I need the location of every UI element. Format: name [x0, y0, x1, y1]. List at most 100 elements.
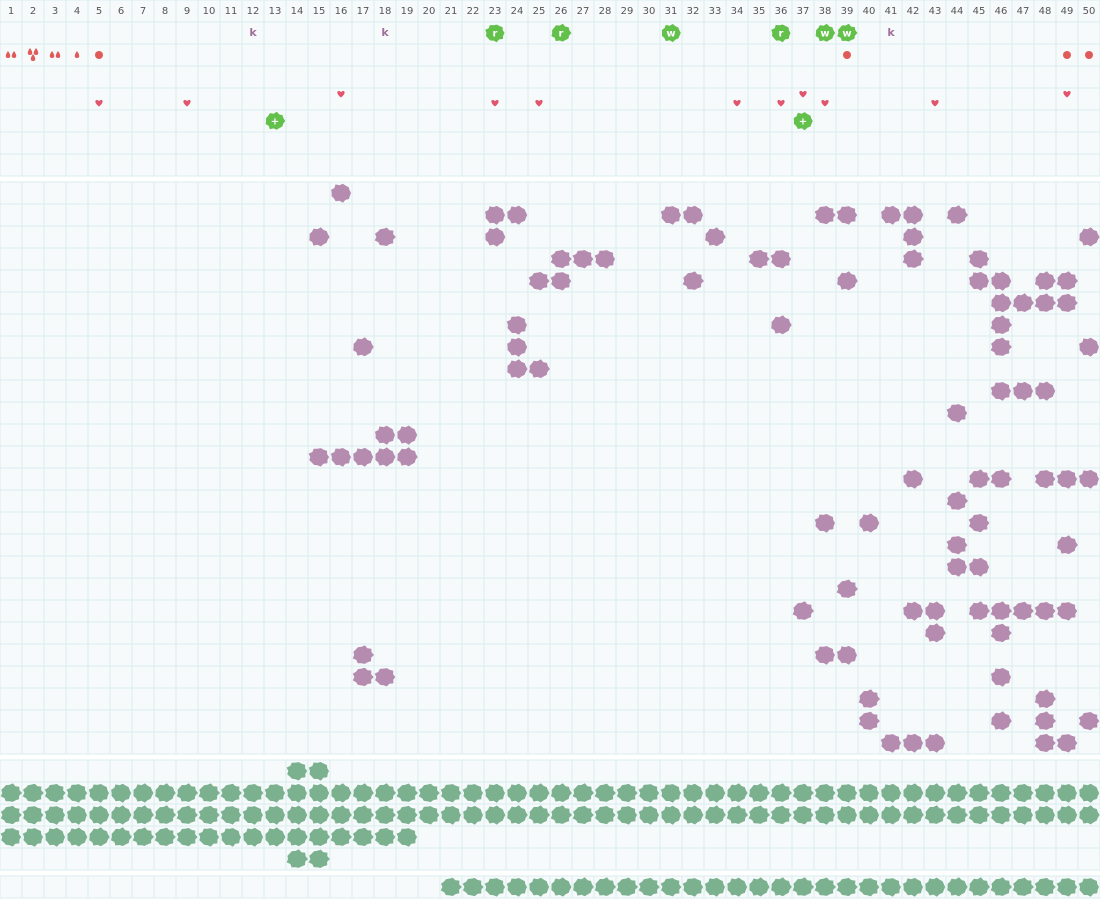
green-block [155, 783, 176, 803]
purple-block [330, 448, 351, 467]
purple-block [353, 337, 374, 357]
green-block [880, 878, 901, 897]
purple-block [771, 315, 792, 335]
green-block [727, 877, 748, 897]
purple-block [352, 667, 374, 687]
column-number: 28 [599, 6, 612, 17]
green-block [308, 849, 330, 868]
tile-label: r [559, 29, 564, 40]
green-block [374, 783, 396, 802]
purple-block [990, 601, 1012, 620]
tile-label: + [271, 117, 279, 128]
green-block [748, 783, 770, 802]
green-block [374, 828, 396, 847]
column-number: 33 [709, 6, 722, 17]
purple-block [903, 469, 924, 489]
green-block [705, 805, 726, 825]
green-block [110, 827, 132, 846]
green-block [396, 828, 418, 847]
green-tile [815, 23, 836, 42]
drop [74, 51, 80, 58]
column-number: 24 [511, 6, 524, 17]
dot [95, 51, 103, 59]
dot [843, 51, 851, 59]
drop [27, 48, 33, 55]
column-number: 39 [841, 6, 854, 17]
heart [821, 99, 829, 107]
purple-block [1079, 227, 1100, 247]
purple-block [682, 271, 704, 290]
green-tile [771, 24, 791, 43]
tile-label: w [666, 29, 675, 40]
green-block [462, 784, 483, 803]
green-block [1012, 806, 1033, 825]
letter-marker: k [887, 26, 895, 39]
green-tile [661, 24, 681, 43]
purple-block [968, 250, 990, 269]
heart [337, 90, 345, 98]
green-block [660, 784, 681, 803]
purple-block [594, 250, 615, 269]
green-block [485, 783, 505, 803]
heart [1063, 90, 1071, 98]
green-block [836, 784, 858, 803]
green-block [22, 828, 43, 847]
green-block [352, 805, 374, 824]
purple-block [968, 601, 990, 620]
green-tile [837, 23, 858, 42]
purple-block [1034, 293, 1056, 312]
green-block [903, 783, 924, 803]
green-block [1012, 877, 1034, 896]
purple-block [507, 337, 528, 357]
column-number: 37 [797, 6, 810, 17]
green-block [572, 783, 594, 802]
purple-block [814, 514, 835, 533]
purple-block [1056, 470, 1078, 489]
green-block [463, 805, 483, 825]
green-block [111, 805, 132, 825]
green-block [176, 828, 198, 847]
column-number: 1 [8, 6, 14, 17]
green-block [308, 762, 329, 781]
green-block [1056, 784, 1077, 803]
green-block [946, 783, 968, 802]
purple-block [903, 601, 923, 621]
green-block [881, 783, 902, 803]
column-number: 22 [467, 6, 480, 17]
purple-block [550, 272, 572, 291]
purple-block [353, 447, 374, 467]
tile-label: + [799, 117, 807, 128]
green-block [990, 783, 1012, 802]
purple-block [331, 183, 351, 203]
purple-block [946, 491, 968, 510]
column-number: 29 [621, 6, 634, 17]
purple-block [903, 205, 924, 225]
column-number: 41 [885, 6, 898, 17]
purple-block [925, 601, 946, 621]
green-block [836, 805, 857, 825]
purple-block [308, 448, 330, 467]
purple-block [1034, 733, 1056, 753]
column-number: 21 [445, 6, 458, 17]
green-block [814, 877, 836, 896]
green-block [770, 805, 792, 825]
purple-block [902, 733, 923, 753]
green-block [705, 783, 726, 803]
purple-block [375, 447, 396, 467]
column-number: 32 [687, 6, 700, 17]
green-block [198, 805, 220, 825]
column-number: 43 [929, 6, 942, 17]
green-block [881, 805, 902, 825]
green-block [1079, 805, 1100, 825]
purple-block [1034, 470, 1056, 489]
green-block [594, 783, 616, 802]
green-block [309, 805, 330, 825]
purple-block [572, 250, 594, 269]
green-block [133, 805, 154, 825]
purple-block [1078, 712, 1100, 731]
green-tile [485, 24, 505, 43]
tile-label: r [493, 29, 498, 40]
column-number: 35 [753, 6, 766, 17]
column-number: 7 [140, 6, 146, 17]
